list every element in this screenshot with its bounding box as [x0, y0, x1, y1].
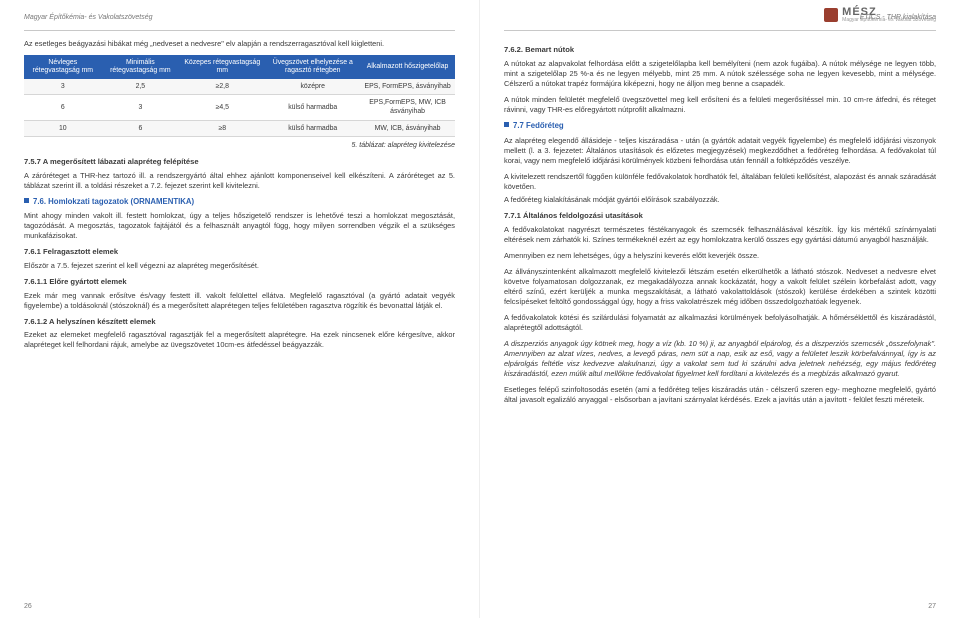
cell: EPS, FormEPS, ásványihab — [360, 79, 455, 95]
sec-762-p1: A nútokat az alapvakolat felhordása előt… — [504, 59, 936, 89]
sec-757-title: 7.5.7 A megerősített lábazati alapréteg … — [24, 157, 455, 167]
cell: 3 — [102, 95, 180, 121]
sec-761-body: Először a 7.5. fejezet szerint el kell v… — [24, 261, 455, 271]
sec-7611-title: 7.6.1.1 Előre gyártott elemek — [24, 277, 455, 287]
header-rule — [24, 30, 455, 31]
logo-badge-icon — [824, 8, 838, 22]
sec-76-body: Mint ahogy minden vakolt ill. festett ho… — [24, 211, 455, 241]
col-h1: Névleges rétegvastagság mm — [24, 55, 102, 79]
col-h2: Minimális rétegvastagság mm — [102, 55, 180, 79]
page-left: Magyar Építőkémia- és Vakolatszövetség A… — [0, 0, 480, 618]
sec-771-p4: A fedővakolatok kötési és szilárdulási f… — [504, 313, 936, 333]
sec-771-title: 7.7.1 Általános feldolgozási utasítások — [504, 211, 936, 221]
sec-77-p3: A fedőréteg kialakításának módját gyártó… — [504, 195, 936, 205]
cell: EPS,FormEPS, MW, ICB ásványihab — [360, 95, 455, 121]
sec-762-p2: A nútok minden felületét megfelelő üvegs… — [504, 95, 936, 115]
cell: középre — [265, 79, 360, 95]
logo: MÉSZ Magyar Építőkémia- és Vakolat Szöve… — [824, 6, 936, 23]
page-number-left: 26 — [24, 603, 32, 610]
cell: 3 — [24, 79, 102, 95]
cell: ≥4,5 — [179, 95, 265, 121]
cell: 2,5 — [102, 79, 180, 95]
cell: MW, ICB, ásványihab — [360, 120, 455, 136]
col-h3: Közepes rétegvastagság mm — [179, 55, 265, 79]
sec-771-p2: Amennyiben ez nem lehetséges, úgy a hely… — [504, 251, 936, 261]
table-row: 10 6 ≥8 külső harmadba MW, ICB, ásványih… — [24, 120, 455, 136]
running-head-left: Magyar Építőkémia- és Vakolatszövetség — [24, 14, 455, 28]
cell: 6 — [24, 95, 102, 121]
col-h4: Üvegszövet elhelyezése a ragasztó rétegb… — [265, 55, 360, 79]
layer-table: Névleges rétegvastagság mm Minimális rét… — [24, 55, 455, 137]
bullet-icon — [24, 198, 29, 203]
right-body: 7.6.2. Bemart nútok A nútokat az alapvak… — [504, 39, 936, 411]
page-right: MÉSZ Magyar Építőkémia- és Vakolat Szöve… — [480, 0, 960, 618]
sec-762-title: 7.6.2. Bemart nútok — [504, 45, 936, 55]
sec-771-p5: A diszperziós anyagok úgy kötnek meg, ho… — [504, 339, 936, 379]
table-caption: 5. táblázat: alapréteg kivitelezése — [24, 141, 455, 150]
table-header-row: Névleges rétegvastagság mm Minimális rét… — [24, 55, 455, 79]
sec-76-title-text: 7.6. Homlokzati tagozatok (ORNAMENTIKA) — [33, 197, 194, 206]
sec-771-p3: Az állványszintenként alkalmazott megfel… — [504, 267, 936, 307]
col-h5: Alkalmazott hőszigetelőlap — [360, 55, 455, 79]
cell: ≥8 — [179, 120, 265, 136]
cell: 6 — [102, 120, 180, 136]
sec-771-p6: Esetleges felépű szinfoltosodás esetén (… — [504, 385, 936, 405]
page-number-right: 27 — [928, 603, 936, 610]
sec-757-body: A záróréteget a THR-hez tartozó ill. a r… — [24, 171, 455, 191]
table-row: 3 2,5 ≥2,8 középre EPS, FormEPS, ásványi… — [24, 79, 455, 95]
sec-761-title: 7.6.1 Felragasztott elemek — [24, 247, 455, 257]
table-row: 6 3 ≥4,5 külső harmadba EPS,FormEPS, MW,… — [24, 95, 455, 121]
sec-7611-body: Ezek már meg vannak erősítve és/vagy fes… — [24, 291, 455, 311]
header-rule — [504, 30, 936, 31]
cell: külső harmadba — [265, 120, 360, 136]
sec-77-title: 7.7 Fedőréteg — [504, 121, 936, 132]
left-body: Az esetleges beágyazási hibákat még „ned… — [24, 39, 455, 356]
cell: ≥2,8 — [179, 79, 265, 95]
sec-77-p1: Az alapréteg elegendő állásideje - telje… — [504, 136, 936, 166]
logo-subtitle: Magyar Építőkémia- és Vakolat Szövetség — [842, 17, 936, 23]
sec-7612-body: Ezeket az elemeket megfelelő ragasztóval… — [24, 330, 455, 350]
cell: 10 — [24, 120, 102, 136]
sec-76-title: 7.6. Homlokzati tagozatok (ORNAMENTIKA) — [24, 197, 455, 208]
cell: külső harmadba — [265, 95, 360, 121]
sec-771-p1: A fedővakolatokat nagyrészt természetes … — [504, 225, 936, 245]
bullet-icon — [504, 122, 509, 127]
intro-para: Az esetleges beágyazási hibákat még „ned… — [24, 39, 455, 49]
sec-77-title-text: 7.7 Fedőréteg — [513, 121, 564, 130]
sec-7612-title: 7.6.1.2 A helyszínen készített elemek — [24, 317, 455, 327]
sec-77-p2: A kivitelezett rendszertől függően külön… — [504, 172, 936, 192]
